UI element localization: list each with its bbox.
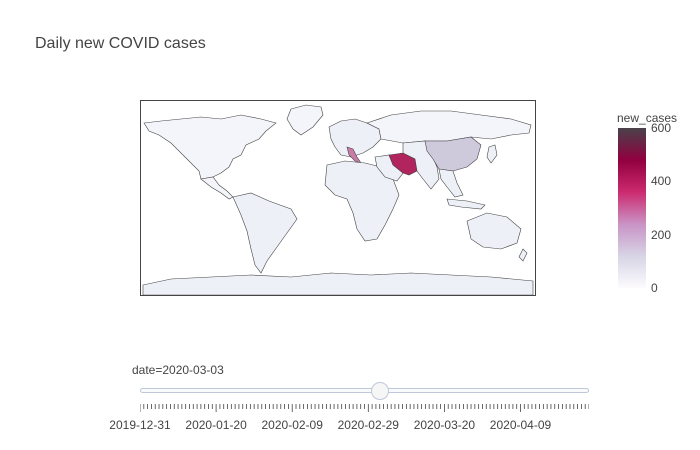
slider-tick-label[interactable]: 2020-02-09 (261, 418, 323, 432)
chart-title: Daily new COVID cases (35, 35, 206, 52)
region-greenland[interactable] (286, 104, 324, 136)
slider-tick-label[interactable]: 2020-04-09 (489, 418, 552, 432)
region-north-america[interactable] (143, 114, 277, 180)
region-japan[interactable] (486, 144, 498, 164)
colorbar-title: new_cases (617, 111, 678, 125)
slider-current-label: date=2020-03-03 (132, 363, 224, 377)
colorbar-tick-label: 600 (651, 121, 672, 135)
colorbar (618, 128, 646, 288)
colorbar-tick-label: 0 (651, 281, 658, 295)
world-map[interactable] (140, 100, 536, 296)
slider-tick-label[interactable]: 2020-03-20 (413, 418, 476, 432)
region-europe[interactable] (328, 118, 382, 158)
region-south-america[interactable] (232, 192, 298, 274)
colorbar-tick-label: 400 (651, 174, 672, 189)
slider-tick-label[interactable]: 2020-01-20 (185, 418, 247, 432)
region-indonesia[interactable] (446, 198, 486, 210)
date-slider-handle[interactable] (370, 382, 389, 400)
date-slider-track[interactable] (140, 388, 589, 393)
region-africa[interactable] (324, 160, 400, 242)
colorbar-tick-label: 200 (651, 227, 672, 242)
slider-tick-label[interactable]: 2020-02-29 (337, 418, 399, 432)
region-russia[interactable] (366, 110, 532, 144)
region-australia[interactable] (466, 212, 522, 250)
slider-ticks (140, 404, 589, 412)
region-southeast-asia[interactable] (438, 168, 464, 198)
region-central-america[interactable] (200, 176, 234, 200)
region-new-zealand[interactable] (518, 248, 528, 262)
slider-tick-label[interactable]: 2019-12-31 (109, 418, 171, 432)
region-china[interactable] (424, 136, 482, 172)
region-antarctica[interactable] (142, 272, 534, 295)
world-map-svg (142, 104, 534, 295)
